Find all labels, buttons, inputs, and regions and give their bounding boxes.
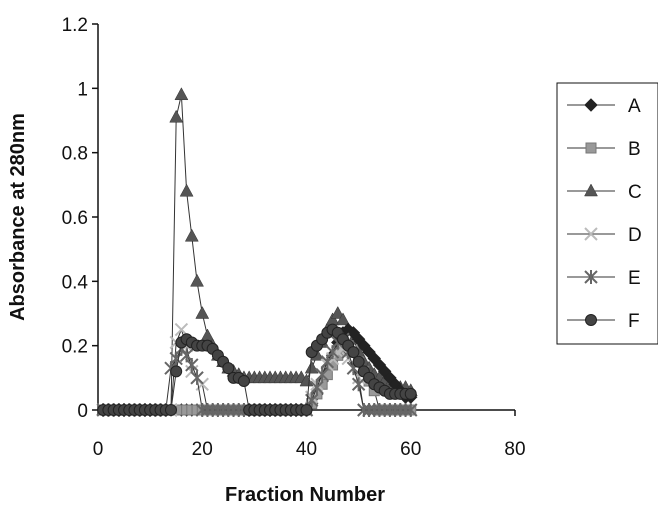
legend-label: A	[628, 96, 641, 117]
data-point-e	[315, 367, 329, 382]
y-tick-label: 0.6	[62, 208, 88, 229]
data-point-c	[299, 373, 314, 387]
legend: A B C D E F	[556, 82, 658, 345]
y-axis-title: Absorbance at 280nm	[7, 113, 29, 321]
data-point-c	[336, 312, 350, 326]
x-tick-label: 20	[192, 439, 213, 460]
data-point-e	[190, 370, 204, 385]
x-tick-label: 40	[296, 439, 317, 460]
data-point-f	[352, 355, 365, 368]
data-point-f	[170, 365, 183, 378]
legend-marker	[585, 142, 597, 154]
data-point-c	[179, 183, 194, 197]
legend-label: C	[628, 182, 642, 203]
data-point-e	[404, 403, 418, 417]
data-point-c	[169, 109, 184, 123]
data-point-c	[195, 305, 210, 319]
legend-marker	[585, 314, 597, 326]
data-point-c	[304, 360, 319, 374]
data-point-f	[300, 404, 313, 416]
series-f	[97, 323, 417, 416]
series-layer	[96, 87, 418, 417]
data-point-f	[237, 375, 250, 388]
data-point-c	[330, 305, 345, 319]
data-point-f	[347, 346, 360, 359]
legend-marker	[584, 98, 598, 112]
x-tick-label: 0	[93, 439, 104, 460]
y-tick-label: 1.2	[62, 15, 88, 36]
x-tick-label: 80	[504, 439, 525, 460]
data-point-f	[404, 387, 417, 400]
y-tick-label: 1	[77, 79, 88, 100]
y-tick-label: 0.4	[62, 272, 89, 293]
data-point-e	[351, 377, 366, 392]
legend-marker	[584, 270, 598, 284]
legend-label: E	[628, 268, 641, 289]
data-point-c	[184, 228, 199, 242]
data-point-e	[310, 380, 324, 395]
legend-marker	[584, 227, 598, 241]
y-tick-label: 0.8	[62, 144, 88, 165]
data-point-f	[164, 404, 177, 416]
legend-label: B	[628, 139, 641, 160]
axis-ticks: 0 0.2 0.4 0.6 0.8 1 1.2 0 20 40 60 80	[62, 15, 526, 460]
y-tick-label: 0	[77, 401, 88, 422]
y-tick-label: 0.2	[62, 337, 88, 358]
data-point-c	[200, 328, 215, 342]
legend-marker	[584, 183, 598, 197]
data-point-e	[185, 357, 199, 372]
x-tick-label: 60	[400, 439, 421, 460]
data-point-c	[174, 87, 189, 101]
data-point-c	[190, 273, 204, 287]
legend-box	[556, 82, 658, 345]
data-point-f	[222, 362, 235, 375]
legend-label: D	[628, 225, 642, 246]
x-axis-title: Fraction Number	[225, 484, 385, 506]
legend-label: F	[628, 311, 640, 332]
